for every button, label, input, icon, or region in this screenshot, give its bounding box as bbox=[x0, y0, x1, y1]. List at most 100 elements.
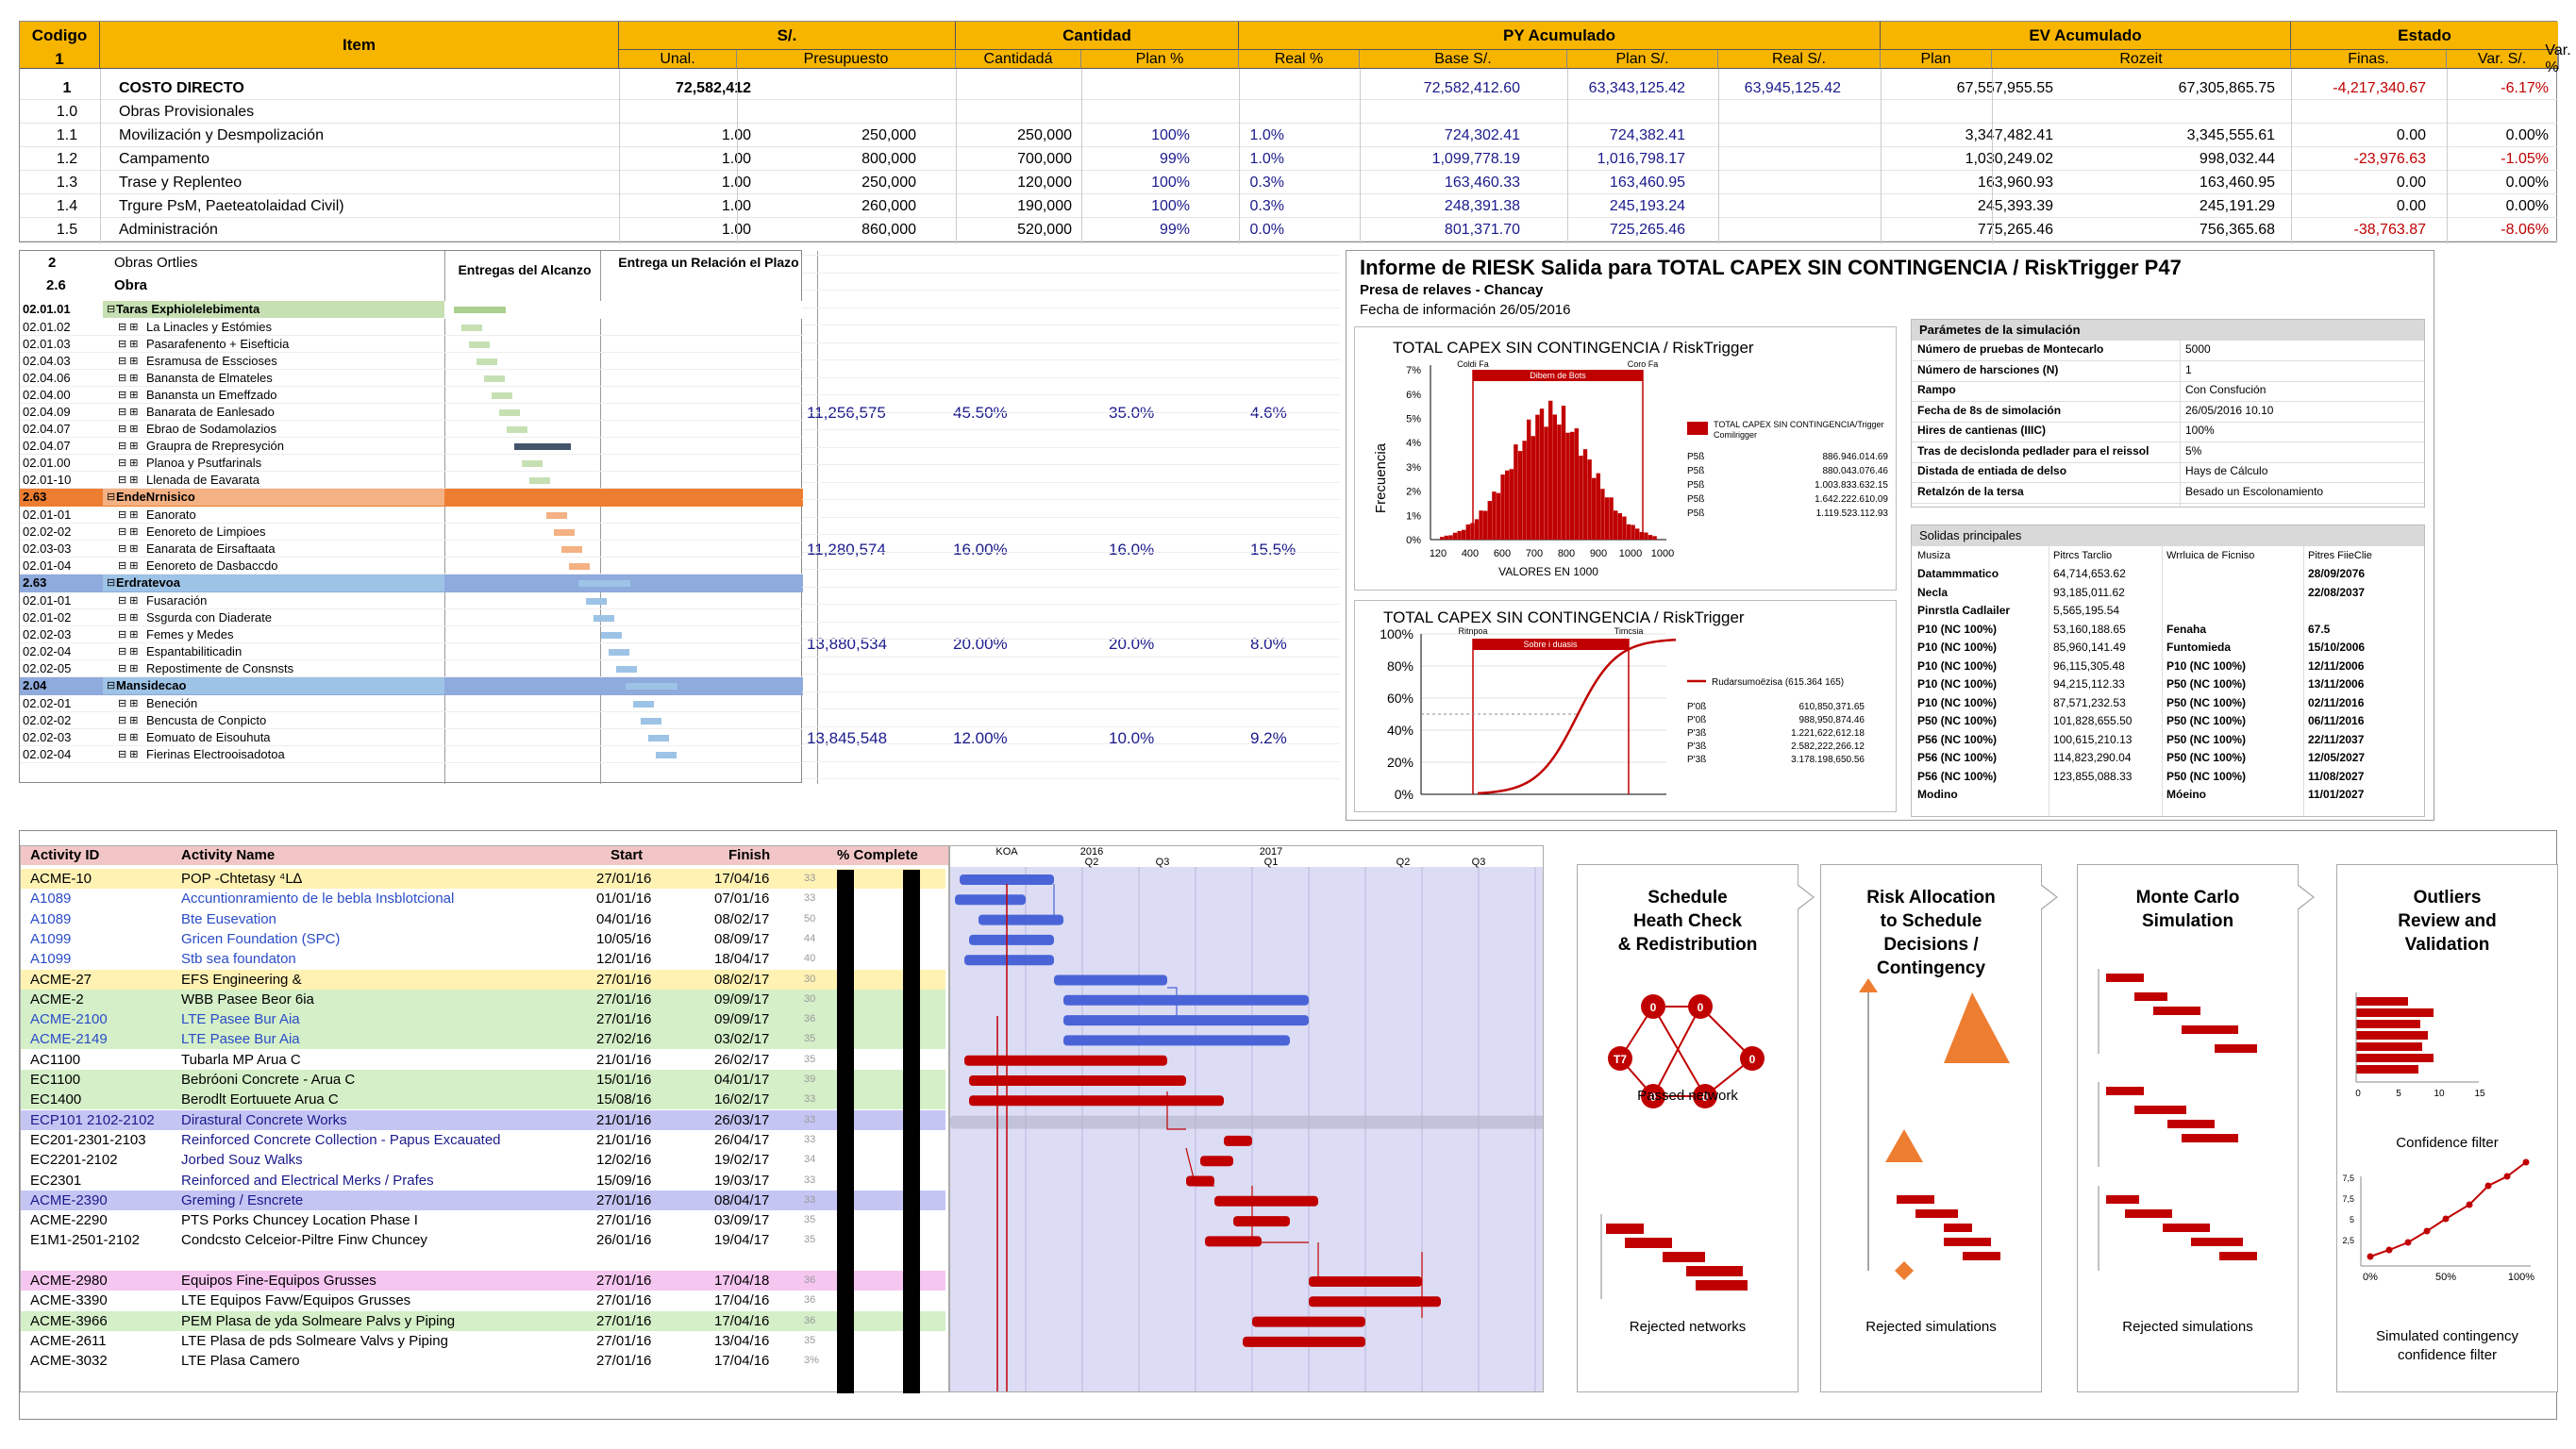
activity-pct: 40 bbox=[804, 953, 816, 965]
wbs-task-row[interactable]: 02.02-02 ⊟ ⊞ Bencusta de Conpicto bbox=[20, 712, 803, 729]
activity-row[interactable]: ACME-2390 Greming / Esncrete 27/01/16 08/04… bbox=[21, 1190, 945, 1210]
wbs-task-row[interactable]: 02.02-02 ⊟ ⊞ Eenoreto de Limpioes bbox=[20, 524, 803, 541]
wbs-task-row[interactable]: 02.02-04 ⊟ ⊞ Espantabiliticadin bbox=[20, 643, 803, 660]
wbs-task-row[interactable]: 02.02-01 ⊟ ⊞ Beneción bbox=[20, 695, 803, 712]
svg-text:2017: 2017 bbox=[1260, 846, 1282, 858]
rejected-bar bbox=[1696, 1280, 1748, 1291]
activity-row[interactable]: EC1100 Bebróoni Concrete - Arua C 15/01/16… bbox=[21, 1070, 945, 1090]
cell-varp: 0.00% bbox=[2505, 127, 2549, 143]
process-step-card[interactable]: Outliers Review and Validation 0 5 10 15 7,5 7,5… bbox=[2336, 864, 2558, 1392]
wbs-task-row[interactable]: 02.04.07 ⊟ ⊞ Ebrao de Sodamolazios bbox=[20, 421, 803, 438]
network-node bbox=[1693, 1084, 1717, 1108]
wbs-task-row[interactable]: 02.01-04 ⊟ ⊞ Eenoreto de Dasbaccdo bbox=[20, 558, 803, 575]
process-step-card[interactable]: Risk Allocation to Schedule Decisions / Con… bbox=[1820, 864, 2058, 1392]
activity-row[interactable]: A1089 Accuntionramiento de le bebla Insbl… bbox=[21, 889, 945, 909]
wbs-task-row[interactable]: 02.01.03 ⊟ ⊞ Pasarafenento + Eisefticia bbox=[20, 336, 803, 353]
param-label: Distada de entiada de delso bbox=[1917, 464, 2067, 477]
activity-row[interactable] bbox=[21, 1250, 945, 1271]
activity-row[interactable]: A1099 Stb sea foundaton 12/01/16 18/04/17 40 bbox=[21, 949, 945, 970]
wbs-task-row[interactable]: 02.01-02 ⊟ ⊞ Ssgurda con Diaderate bbox=[20, 609, 803, 626]
wbs-task-row[interactable]: 02.04.07 ⊟ ⊞ Graupra de Rrepresyción bbox=[20, 438, 803, 455]
cell-plans: 163,460.95 bbox=[1609, 175, 1685, 191]
collapse-icon[interactable]: ⊟ bbox=[107, 491, 116, 503]
svg-text:120: 120 bbox=[1430, 548, 1447, 559]
activity-row[interactable]: ACME-2149 LTE Pasee Bur Aia 27/02/16 03/02/… bbox=[21, 1029, 945, 1050]
task-label: Fusaración bbox=[146, 593, 208, 608]
svg-text:1000: 1000 bbox=[1651, 548, 1674, 559]
wbs-group-row[interactable]: 2.63 EndeNrnisico ⊟ bbox=[20, 489, 803, 507]
wbs-task-row[interactable]: 02.01-10 ⊟ ⊞ Llenada de Eavarata bbox=[20, 472, 803, 489]
activity-row[interactable]: ACME-2100 LTE Pasee Bur Aia 27/01/16 09/09/… bbox=[21, 1009, 945, 1030]
task-code: 02.01-01 bbox=[23, 508, 72, 522]
activity-row[interactable]: EC2201-2102 Jorbed Souz Walks 12/02/16 19/0… bbox=[21, 1150, 945, 1171]
activity-row[interactable]: ACME-2980 Equipos Fine-Equipos Grusses 27/… bbox=[21, 1271, 945, 1291]
col-finish[interactable]: Finish bbox=[728, 847, 771, 863]
gantt-bar bbox=[454, 307, 506, 313]
solidas-cell: Fenaha bbox=[2166, 622, 2207, 636]
wbs-task-row[interactable]: 02.04.06 ⊟ ⊞ Banansta de Elmateles bbox=[20, 370, 803, 387]
activity-row[interactable]: AC1100 Tubarla MP Arua C 21/01/16 26/02/17 3… bbox=[21, 1049, 945, 1070]
collapse-icon[interactable]: ⊟ bbox=[107, 304, 116, 315]
activity-row[interactable]: ACME-3390 LTE Equipos Favw/Equipos Grusse… bbox=[21, 1291, 945, 1311]
activity-row[interactable]: A1089 Bte Eusevation 04/01/16 08/02/17 50 bbox=[21, 908, 945, 929]
activity-row[interactable]: A1099 Gricen Foundation (SPC) 10/05/16 08/0… bbox=[21, 928, 945, 949]
activity-row[interactable]: EC2301 Reinforced and Electrical Merks / … bbox=[21, 1170, 945, 1191]
wbs-task-row[interactable]: 02.01-01 ⊟ ⊞ Fusaración bbox=[20, 592, 803, 609]
task-code: 02.01-01 bbox=[23, 593, 72, 608]
wbs-task-row[interactable]: 02.04.03 ⊟ ⊞ Esramusa de Esscioses bbox=[20, 353, 803, 370]
cdf-curve bbox=[1477, 638, 1677, 795]
task-icon: ⊟ ⊞ bbox=[118, 339, 139, 350]
activity-row[interactable]: ACME-2290 PTS Porks Chuncey Location Phas… bbox=[21, 1210, 945, 1231]
activity-row[interactable]: E1M1-2501-2102 Condcsto Celceior-Piltre F… bbox=[21, 1230, 945, 1251]
activity-start: 27/01/16 bbox=[596, 1312, 652, 1329]
wbs-group-row[interactable]: 2.04 Mansidecao ⊟ bbox=[20, 677, 803, 695]
solidas-cell: 93,185,011.62 bbox=[2053, 585, 2125, 599]
wbs-group-row[interactable]: 2.63 Erdratevoa ⊟ bbox=[20, 575, 803, 592]
solidas-cell: 53,160,188.65 bbox=[2053, 622, 2126, 636]
activity-row[interactable]: ACME-2 WBB Pasee Beor 6ia 27/01/16 09/09/17… bbox=[21, 989, 945, 1009]
task-label: Banansta un Emeffzado bbox=[146, 388, 277, 402]
activity-name: Jorbed Souz Walks bbox=[181, 1152, 303, 1169]
activity-row[interactable]: ACME-3966 PEM Plasa de yda Solmeare Palvs… bbox=[21, 1310, 945, 1331]
wbs-task-row[interactable]: 02.01.02 ⊟ ⊞ La Linacles y Estómies bbox=[20, 319, 803, 336]
wbs-task-row[interactable]: 02.02-05 ⊟ ⊞ Repostimente de Consnsts bbox=[20, 660, 803, 677]
wbs-task-row[interactable]: 02.02-03 ⊟ ⊞ Femes y Medes bbox=[20, 626, 803, 643]
histogram-bar bbox=[1539, 408, 1545, 540]
activity-row[interactable]: ECP101 2102-2102 Dirastural Concrete Work… bbox=[21, 1109, 945, 1130]
wbs-task-row[interactable]: 02.03-03 ⊟ ⊞ Eanarata de Eirsaftaata bbox=[20, 541, 803, 558]
wbs-task-row[interactable]: 02.02-04 ⊟ ⊞ Fierinas Electrooisadotoa bbox=[20, 746, 803, 763]
cell-finas: 998,032.44 bbox=[2199, 151, 2275, 167]
col-percent-complete[interactable]: % Complete bbox=[837, 847, 918, 863]
wbs-task-row[interactable]: 02.02-03 ⊟ ⊞ Eomuato de Eisouhuta bbox=[20, 729, 803, 746]
activity-row[interactable]: ACME-2611 LTE Plasa de pds Solmeare Valvs… bbox=[21, 1330, 945, 1351]
collapse-icon[interactable]: ⊟ bbox=[107, 680, 116, 691]
process-step-card[interactable]: Schedule Heath Check & Redistribution 0 0 0 0 0… bbox=[1577, 864, 1815, 1392]
activity-row[interactable]: EC201-2301-2103 Reinforced Concrete Colle… bbox=[21, 1129, 945, 1150]
wbs-group-row[interactable]: 02.01.01 Taras Exphiolelebimenta ⊟ bbox=[20, 301, 803, 319]
svg-text:988,950,874.46: 988,950,874.46 bbox=[1798, 715, 1865, 725]
col-activity-name[interactable]: Activity Name bbox=[181, 847, 276, 863]
collapse-icon[interactable]: ⊟ bbox=[107, 577, 116, 589]
task-code: 02.01-04 bbox=[23, 558, 72, 573]
solidas-cell: Móeino bbox=[2166, 788, 2206, 801]
activity-row[interactable]: ACME-10 POP -Chtetasy ⁴L∆ 27/01/16 17/04/16… bbox=[21, 869, 945, 889]
activity-id: ACME-2980 bbox=[30, 1273, 108, 1289]
wbs-task-row[interactable]: 02.04.00 ⊟ ⊞ Banansta un Emeffzado bbox=[20, 387, 803, 404]
process-step-card[interactable]: Monte Carlo Simulation Rejected simulation… bbox=[2077, 864, 2315, 1392]
col-activity-id[interactable]: Activity ID bbox=[30, 847, 100, 863]
wbs-task-row[interactable]: 02.04.09 ⊟ ⊞ Banarata de Eanlesado bbox=[20, 404, 803, 421]
wbs-task-row[interactable]: 02.01.00 ⊟ ⊞ Planoa y Psutfarinals bbox=[20, 455, 803, 472]
cell-unal: 1.00 bbox=[624, 124, 751, 147]
wbs-group-code: 2.63 bbox=[23, 490, 47, 504]
activity-row[interactable]: EC1400 Berodlt Eortuuete Arua C 15/08/16 16… bbox=[21, 1090, 945, 1110]
activity-row[interactable]: ACME-3032 LTE Plasa Camero 27/01/16 17/04/1… bbox=[21, 1351, 945, 1372]
col-start[interactable]: Start bbox=[611, 847, 644, 863]
wbs-task-row[interactable]: 02.01-01 ⊟ ⊞ Eanorato bbox=[20, 507, 803, 524]
histogram-bar bbox=[1600, 489, 1605, 540]
solidas-col-header: Pitres FiieClie bbox=[2308, 550, 2372, 561]
histogram-bar bbox=[1535, 414, 1540, 540]
histogram-bar bbox=[1596, 473, 1600, 540]
svg-text:700: 700 bbox=[1526, 548, 1543, 559]
activity-row[interactable]: ACME-27 EFS Engineering & 27/01/16 08/02/17… bbox=[21, 969, 945, 990]
task-code: 02.04.09 bbox=[23, 405, 71, 419]
